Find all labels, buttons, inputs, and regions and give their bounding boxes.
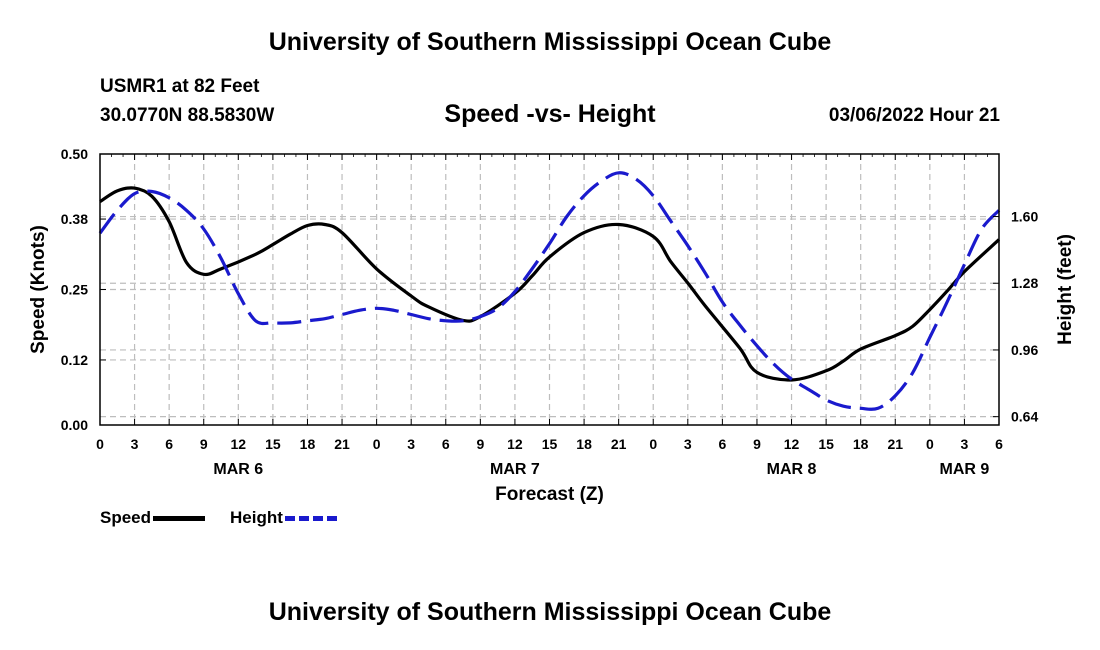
y-tick-label: 0.50	[61, 146, 88, 162]
x-tick-label: 3	[407, 436, 415, 452]
x-tick-label: 3	[684, 436, 692, 452]
chart-subtitle: Speed -vs- Height	[444, 100, 656, 128]
x-tick-label: 0	[373, 436, 381, 452]
x-tick-label: 9	[753, 436, 761, 452]
coordinates-label: 30.0770N 88.5830W	[100, 105, 275, 126]
x-tick-label: 6	[718, 436, 726, 452]
y-tick-label: 0.25	[61, 282, 88, 298]
x-axis-label: Forecast (Z)	[495, 484, 604, 505]
x-tick-label: 15	[265, 436, 281, 452]
x-tick-label: 3	[961, 436, 969, 452]
x-tick-label: 21	[887, 436, 903, 452]
series-lines	[98, 171, 1001, 411]
y2-tick-label: 1.28	[1011, 275, 1038, 291]
x-tick-label: 15	[542, 436, 558, 452]
day-label: MAR 9	[940, 461, 990, 478]
legend-speed-swatch	[153, 515, 206, 521]
x-tick-label: 15	[818, 436, 834, 452]
x-tick-label: 6	[442, 436, 450, 452]
day-label: MAR 8	[767, 461, 817, 478]
x-tick-label: 0	[96, 436, 104, 452]
y2-tick-label: 1.60	[1011, 209, 1038, 225]
y-tick-label: 0.38	[61, 211, 88, 227]
x-tick-label: 0	[926, 436, 934, 452]
legend-height-label: Height	[230, 508, 283, 527]
y2-tick-label: 0.96	[1011, 342, 1038, 358]
x-tick-label: 9	[200, 436, 208, 452]
x-tick-label: 18	[300, 436, 316, 452]
x-tick-label: 21	[334, 436, 350, 452]
y-tick-label: 0.12	[61, 352, 88, 368]
legend-speed: Speed	[100, 508, 206, 528]
y-axis-label: Speed (Knots)	[28, 225, 49, 354]
y2-tick-label: 0.64	[1011, 409, 1038, 425]
day-label: MAR 7	[490, 461, 540, 478]
axis-ticks: 0 3 6 9 12 15 18 21 0 3 6 9 12 15 18 21 0 3 6 9 12 15 18 21 0 3 6M…	[61, 146, 1039, 478]
chart-title: University of Southern Mississippi Ocean…	[268, 28, 832, 56]
legend-height-swatch	[284, 515, 337, 521]
height-series-line	[98, 171, 1001, 411]
x-tick-label: 12	[784, 436, 800, 452]
x-tick-label: 6	[165, 436, 173, 452]
y-tick-label: 0.00	[61, 417, 88, 433]
x-tick-label: 9	[476, 436, 484, 452]
x-tick-label: 12	[507, 436, 523, 452]
x-tick-label: 21	[611, 436, 627, 452]
speed-series-line	[99, 186, 1001, 382]
timestamp-label: 03/06/2022 Hour 21	[828, 105, 1000, 126]
station-label: USMR1 at 82 Feet	[100, 76, 260, 97]
x-tick-label: 0	[649, 436, 657, 452]
y2-axis-label: Height (feet)	[1055, 234, 1076, 345]
x-tick-label: 18	[853, 436, 869, 452]
day-label: MAR 6	[213, 461, 263, 478]
legend-height: Height	[230, 508, 337, 528]
legend-speed-label: Speed	[100, 508, 152, 527]
x-tick-label: 6	[995, 436, 1003, 452]
x-tick-label: 18	[576, 436, 592, 452]
x-tick-label: 3	[131, 436, 139, 452]
x-tick-label: 12	[231, 436, 247, 452]
footer-title: University of Southern Mississippi Ocean…	[268, 598, 832, 626]
grid	[100, 154, 999, 425]
